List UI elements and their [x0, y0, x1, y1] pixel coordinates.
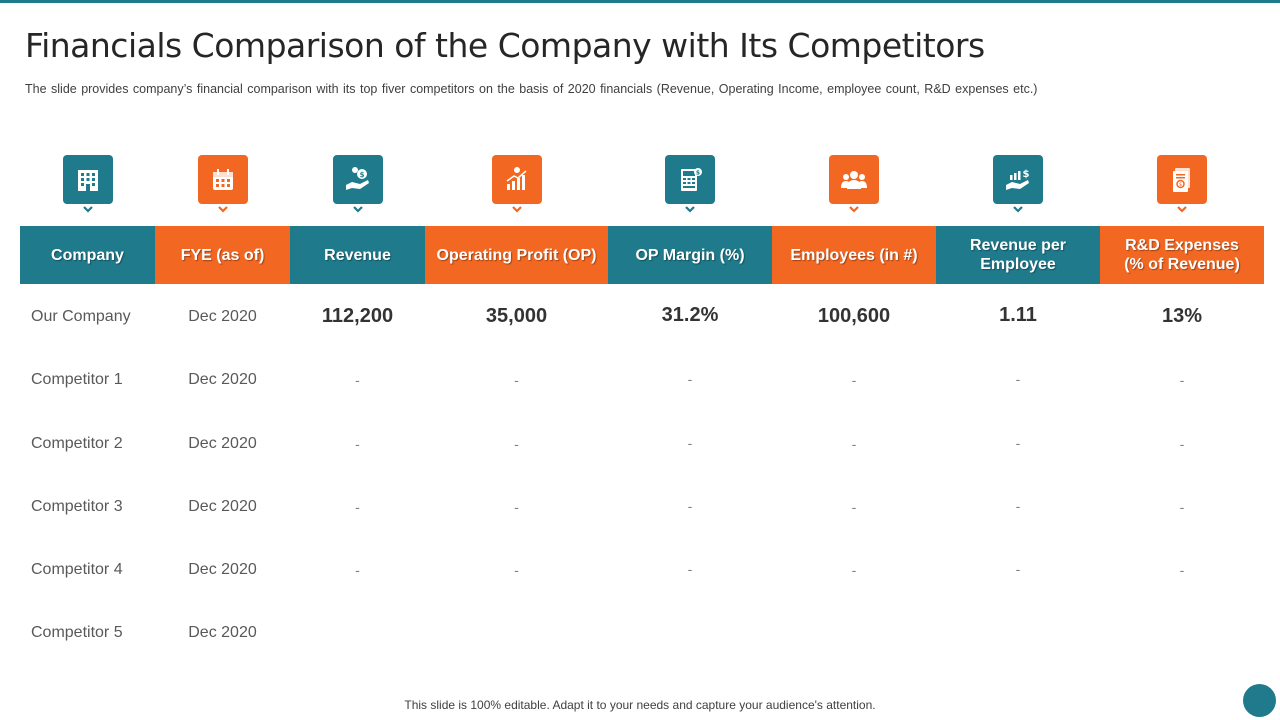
hand-growth-icon: $: [993, 155, 1043, 204]
table-row: Competitor 1 Dec 2020 - - - - - -: [20, 348, 1264, 411]
chevron-down-icon: [82, 206, 93, 213]
fye-cell: Dec 2020: [188, 623, 257, 641]
column-header: Operating Profit (OP): [425, 226, 608, 284]
company-name-cell: Our Company: [31, 307, 131, 325]
value-cell: -: [355, 561, 360, 578]
value-cell: [608, 601, 772, 664]
value-cell: -: [687, 497, 693, 514]
svg-text:$: $: [359, 171, 364, 179]
top-accent-bar: [0, 0, 1280, 3]
chevron-down-icon: [217, 206, 228, 213]
value-cell: -: [851, 498, 857, 515]
value-cell: -: [1179, 561, 1185, 578]
value-cell: -: [514, 498, 519, 515]
value-cell: -: [355, 435, 360, 452]
value-cell: -: [1179, 498, 1185, 515]
value-cell: -: [687, 560, 693, 577]
column-header: R&D Expenses (% of Revenue): [1100, 226, 1264, 284]
value-cell: -: [514, 561, 519, 578]
calculator-icon: $: [665, 155, 715, 204]
company-name-cell: Competitor 4: [31, 560, 123, 578]
value-cell: -: [687, 434, 693, 451]
table-row: Competitor 5 Dec 2020: [20, 601, 1264, 664]
value-cell: -: [355, 498, 360, 515]
value-cell: -: [1015, 370, 1021, 387]
company-name-cell: Competitor 1: [31, 370, 123, 388]
fye-cell: Dec 2020: [188, 434, 257, 452]
column-icon-wrapper: $: [1100, 155, 1264, 214]
value-cell: -: [1179, 435, 1185, 452]
table-row: Competitor 3 Dec 2020 - - - - - -: [20, 475, 1264, 538]
value-cell: 35,000: [485, 305, 548, 327]
value-cell: 31.2%: [661, 304, 719, 326]
team-icon: [829, 155, 879, 204]
table-row: Competitor 2 Dec 2020 - - - - - -: [20, 412, 1264, 475]
value-cell: 13%: [1161, 305, 1203, 327]
column-header: FYE (as of): [155, 226, 290, 284]
value-cell: -: [1015, 497, 1021, 514]
company-name-cell: Competitor 5: [31, 623, 123, 641]
slide-footer-note: This slide is 100% editable. Adapt it to…: [404, 698, 876, 712]
column-header: Revenue: [290, 226, 425, 284]
column-icon-wrapper: $: [608, 155, 772, 214]
svg-text:$: $: [696, 169, 700, 176]
column-icon-wrapper: [425, 155, 608, 214]
corner-decoration-dot: [1243, 684, 1276, 717]
value-cell: 100,600: [817, 305, 891, 327]
value-cell: [936, 601, 1100, 664]
value-cell: [1100, 601, 1264, 664]
document-icon: $: [1157, 155, 1207, 204]
value-cell: -: [851, 561, 857, 578]
column-icon-wrapper: [155, 155, 290, 214]
company-name-cell: Competitor 3: [31, 497, 123, 515]
value-cell: [290, 601, 425, 664]
chevron-down-icon: [511, 206, 522, 213]
fye-cell: Dec 2020: [188, 307, 257, 325]
chevron-down-icon: [685, 206, 695, 213]
column-header: OP Margin (%): [608, 226, 772, 284]
value-cell: -: [1015, 434, 1021, 451]
value-cell: -: [1015, 560, 1021, 577]
slide-subtitle: The slide provides company’s financial c…: [25, 82, 1038, 96]
fye-cell: Dec 2020: [188, 497, 257, 515]
chevron-down-icon: [1177, 206, 1187, 213]
chevron-down-icon: [1013, 206, 1023, 213]
fye-cell: Dec 2020: [188, 560, 257, 578]
value-cell: -: [1179, 371, 1185, 388]
svg-text:$: $: [1179, 182, 1182, 188]
column-header: Company: [20, 226, 155, 284]
svg-text:$: $: [1023, 169, 1030, 180]
chevron-down-icon: [849, 206, 859, 213]
value-cell: -: [687, 370, 693, 387]
slide-title: Financials Comparison of the Company wit…: [25, 26, 985, 65]
value-cell: 112,200: [321, 305, 394, 327]
column-header: Employees (in #): [772, 226, 936, 284]
value-cell: -: [851, 435, 857, 452]
value-cell: 1.11: [999, 304, 1037, 326]
column-icon-wrapper: [20, 155, 155, 214]
hand-money-icon: $: [332, 155, 383, 204]
growth-chart-icon: [491, 155, 542, 204]
column-icon-row: $ $ $ $: [20, 155, 1264, 217]
company-name-cell: Competitor 2: [31, 434, 123, 452]
table-header: Company FYE (as of) Revenue Operating Profi…: [20, 226, 1264, 284]
table-row: Our Company Dec 2020 112,200 35,000 31.2% 100…: [20, 285, 1264, 348]
column-icon-wrapper: [772, 155, 936, 214]
value-cell: -: [851, 371, 857, 388]
value-cell: -: [514, 371, 519, 388]
building-icon: [62, 155, 113, 204]
value-cell: [772, 601, 936, 664]
fye-cell: Dec 2020: [188, 370, 257, 388]
value-cell: -: [355, 371, 360, 388]
column-icon-wrapper: $: [290, 155, 425, 214]
column-icon-wrapper: $: [936, 155, 1100, 214]
value-cell: -: [514, 435, 519, 452]
chevron-down-icon: [352, 206, 363, 213]
value-cell: [425, 601, 608, 664]
table-row: Competitor 4 Dec 2020 - - - - - -: [20, 538, 1264, 601]
calendar-icon: [197, 155, 248, 204]
column-header: Revenue per Employee: [936, 226, 1100, 284]
